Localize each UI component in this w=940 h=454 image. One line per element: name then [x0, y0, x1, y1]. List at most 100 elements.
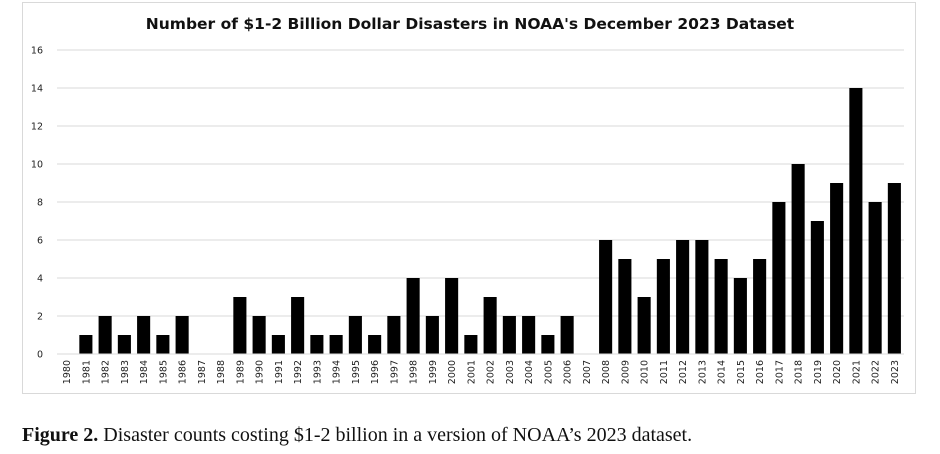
x-tick-label: 2014: [717, 360, 728, 384]
x-tick-label: 1992: [293, 360, 304, 384]
bar-1983: [117, 335, 131, 354]
y-tick-label: 12: [31, 122, 43, 133]
bar-1997: [387, 316, 401, 354]
x-tick-label: 2018: [794, 360, 805, 384]
x-tick-label: 1997: [389, 360, 400, 384]
y-tick-label: 2: [37, 312, 43, 323]
x-tick-label: 1989: [235, 360, 246, 384]
x-tick-label: 1996: [370, 360, 381, 384]
bar-2000: [445, 278, 459, 354]
bar-2009: [618, 259, 632, 354]
x-tick-label: 2015: [736, 360, 747, 384]
x-tick-label: 1980: [62, 360, 73, 384]
x-tick-label: 2007: [582, 360, 593, 384]
x-tick-label: 1999: [428, 360, 439, 384]
bar-1990: [252, 316, 266, 354]
y-tick-label: 4: [37, 274, 43, 285]
bar-2008: [599, 240, 613, 354]
bar-2004: [522, 316, 536, 354]
bar-2021: [849, 88, 863, 354]
bar-1996: [368, 335, 382, 354]
bar-2012: [676, 240, 690, 354]
bar-2019: [810, 221, 824, 354]
bar-1989: [233, 297, 247, 354]
y-tick-label: 8: [37, 198, 43, 209]
bar-1999: [425, 316, 439, 354]
x-tick-label: 2013: [697, 360, 708, 384]
x-tick-label: 2021: [851, 360, 862, 384]
bar-2018: [791, 164, 805, 354]
bar-2013: [695, 240, 709, 354]
bar-1982: [98, 316, 112, 354]
x-tick-label: 1990: [255, 360, 266, 384]
bar-2017: [772, 202, 786, 354]
x-tick-label: 1984: [139, 360, 150, 384]
x-tick-label: 2016: [755, 360, 766, 384]
bar-1995: [348, 316, 362, 354]
bar-2006: [560, 316, 574, 354]
x-tick-label: 2017: [774, 360, 785, 384]
x-tick-label: 1985: [158, 360, 169, 384]
x-tick-label: 2005: [543, 360, 554, 384]
bar-2023: [887, 183, 901, 354]
x-tick-label: 2023: [890, 360, 901, 384]
bar-2011: [656, 259, 670, 354]
chart-title: Number of $1-2 Billion Dollar Disasters …: [146, 15, 795, 33]
y-tick-label: 6: [37, 236, 43, 247]
x-tick-label: 2006: [563, 360, 574, 384]
y-axis-ticks: 0 2 4 6 8 10 12 14 16: [31, 46, 43, 361]
x-tick-label: 1987: [197, 360, 208, 384]
bar-chart: Number of $1-2 Billion Dollar Disasters …: [31, 15, 904, 384]
bar-1991: [271, 335, 285, 354]
chart-frame: Number of $1-2 Billion Dollar Disasters …: [22, 2, 916, 394]
bars: [79, 88, 901, 354]
bar-2001: [464, 335, 478, 354]
y-tick-label: 0: [37, 350, 43, 361]
bar-2005: [541, 335, 555, 354]
bar-2010: [637, 297, 651, 354]
caption-text: Disaster counts costing $1-2 billion in …: [98, 424, 693, 446]
x-tick-label: 2003: [505, 360, 516, 384]
bar-2003: [502, 316, 516, 354]
bar-1993: [310, 335, 324, 354]
x-tick-label: 2009: [620, 360, 631, 384]
y-tick-label: 16: [31, 46, 43, 57]
x-tick-label: 2022: [871, 360, 882, 384]
bar-2002: [483, 297, 497, 354]
x-tick-label: 1988: [216, 360, 227, 384]
bar-1981: [79, 335, 93, 354]
y-tick-label: 10: [31, 160, 43, 171]
x-tick-label: 1986: [178, 360, 189, 384]
x-tick-label: 1993: [312, 360, 323, 384]
bar-1998: [406, 278, 420, 354]
x-axis-labels: 1980 1981 1982 1983 1984 1985 1986 1987 1988 1989…: [62, 360, 901, 384]
bar-2022: [868, 202, 882, 354]
x-tick-label: 1998: [409, 360, 420, 384]
gridlines: [57, 49, 904, 317]
x-tick-label: 1982: [101, 360, 112, 384]
bar-1985: [156, 335, 170, 354]
x-tick-label: 1983: [120, 360, 131, 384]
x-tick-label: 2010: [640, 360, 651, 384]
x-tick-label: 2019: [813, 360, 824, 384]
figure-label: Figure 2.: [22, 424, 99, 446]
bar-1992: [291, 297, 305, 354]
y-tick-label: 14: [31, 84, 43, 95]
figure-caption: Figure 2. Disaster counts costing $1-2 b…: [22, 424, 692, 447]
x-tick-label: 1994: [332, 360, 343, 384]
x-tick-label: 1995: [351, 360, 362, 384]
x-tick-label: 2011: [659, 360, 670, 384]
bar-1984: [137, 316, 151, 354]
x-tick-label: 2000: [447, 360, 458, 384]
x-tick-label: 1991: [274, 360, 285, 384]
bar-2016: [753, 259, 767, 354]
x-tick-label: 2004: [524, 360, 535, 384]
bar-2015: [733, 278, 747, 354]
bar-1986: [175, 316, 189, 354]
x-tick-label: 2001: [466, 360, 477, 384]
bar-2014: [714, 259, 728, 354]
x-tick-label: 2012: [678, 360, 689, 384]
bar-1994: [329, 335, 343, 354]
bar-2020: [830, 183, 844, 354]
x-tick-label: 2008: [601, 360, 612, 384]
